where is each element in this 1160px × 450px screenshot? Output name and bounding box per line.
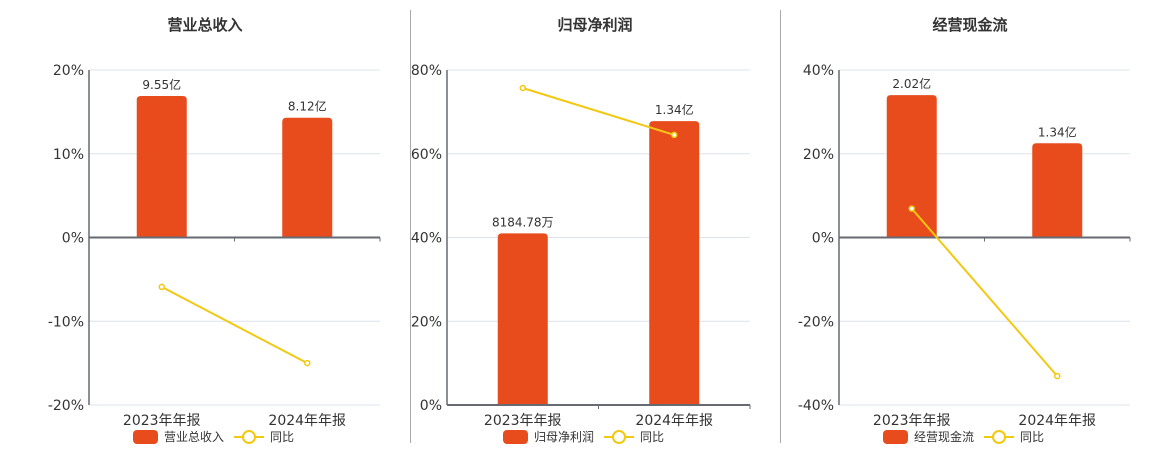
chart-plot: 80% 60% 40% 20% 0% 8184.78万 2023年年报 1.34亿 2024年年… [411, 63, 751, 429]
legend-bar-swatch [133, 429, 158, 444]
chart-panel-revenue: 营业总收入 20% 10% 0% -10% -20% 9.55亿 2023年年报 8.12亿 2… [0, 0, 410, 450]
yoy-point [908, 205, 915, 212]
x-category-label: 2024年年报 [1018, 413, 1096, 429]
legend-bar-label[interactable]: 经营现金流 [914, 430, 975, 444]
y-tick-label: 10% [53, 147, 84, 163]
chart-panel-operating-cashflow: 经营现金流 40% 20% 0% -20% -40% 2.02亿 2023年年报 1.34亿 2… [780, 0, 1160, 450]
yoy-line [910, 207, 1059, 377]
chart-legend: 营业总收入 同比 [133, 428, 294, 445]
chart-plot: 40% 20% 0% -20% -40% 2.02亿 2023年年报 1.34亿 2024年年报 [798, 63, 1131, 429]
x-category-label: 2023年年报 [484, 413, 562, 429]
y-tick-label: -10% [48, 314, 84, 330]
x-category-label: 2023年年报 [123, 413, 201, 429]
y-tick-label: 0% [62, 231, 84, 247]
y-tick-label: -20% [798, 314, 834, 330]
y-tick-label: 20% [803, 147, 834, 163]
bar-value-label: 1.34亿 [1038, 124, 1077, 139]
legend-line-icon [984, 429, 1015, 444]
legend-line-icon [604, 429, 635, 444]
y-tick-label: 40% [411, 231, 442, 247]
yoy-point [519, 84, 526, 92]
y-tick-label: 20% [411, 314, 442, 330]
yoy-point [158, 283, 165, 291]
bar-value-label: 8184.78万 [492, 215, 554, 229]
chart-title: 经营现金流 [932, 16, 1008, 34]
chart-title: 营业总收入 [167, 16, 243, 34]
y-tick-label: -40% [798, 398, 834, 414]
y-tick-label: 40% [803, 63, 834, 79]
chart-plot: 20% 10% 0% -10% -20% 9.55亿 2023年年报 8.12亿 2024年年报 [48, 63, 381, 429]
chart-legend: 归母净利润 同比 [503, 428, 664, 445]
y-tick-label: -20% [48, 398, 84, 414]
legend-line-label[interactable]: 同比 [270, 430, 295, 444]
yoy-line [522, 87, 675, 136]
y-tick-label: 0% [420, 398, 442, 414]
bar [136, 95, 187, 238]
legend-bar-swatch [883, 429, 908, 444]
legend-bar-label[interactable]: 归母净利润 [534, 430, 595, 444]
yoy-point [304, 359, 311, 367]
panel-divider-2 [780, 10, 781, 443]
bar [282, 117, 333, 238]
bar-value-label: 2.02亿 [892, 76, 931, 91]
bar [886, 95, 937, 238]
yoy-point [1054, 372, 1061, 380]
bar [497, 233, 548, 405]
bar-value-label: 1.34亿 [655, 102, 694, 117]
bar [1032, 143, 1083, 238]
chart-panel-net-profit: 归母净利润 80% 60% 40% 20% 0% 8184.78万 2023年年报 1.34亿… [410, 0, 780, 450]
x-category-label: 2024年年报 [635, 413, 713, 429]
chart-title: 归母净利润 [557, 16, 633, 34]
legend-bar-swatch [503, 429, 528, 444]
yoy-point [671, 131, 678, 139]
legend-line-label[interactable]: 同比 [640, 430, 665, 444]
legend-bar-label[interactable]: 营业总收入 [164, 430, 225, 444]
y-tick-label: 60% [411, 147, 442, 163]
legend-line-icon [234, 429, 265, 444]
legend-line-label[interactable]: 同比 [1020, 430, 1045, 444]
bar [649, 121, 700, 406]
yoy-line [161, 286, 308, 365]
y-tick-label: 0% [812, 231, 834, 247]
y-tick-label: 80% [411, 63, 442, 79]
x-category-label: 2023年年报 [873, 413, 951, 429]
bar-value-label: 9.55亿 [142, 77, 181, 92]
x-category-label: 2024年年报 [268, 413, 346, 429]
chart-legend: 经营现金流 同比 [883, 428, 1044, 445]
panel-divider-1 [410, 10, 411, 443]
bar-value-label: 8.12亿 [288, 99, 327, 114]
y-tick-label: 20% [53, 63, 84, 79]
